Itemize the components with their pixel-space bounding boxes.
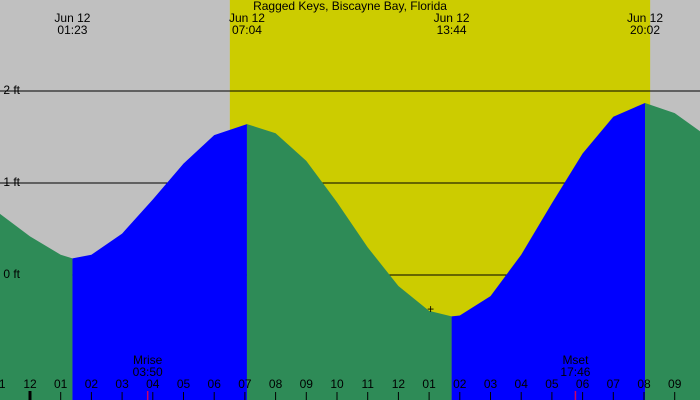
x-tick-label: 09 — [668, 377, 682, 391]
x-tick-label: 11 — [0, 377, 6, 391]
current-marker: + — [427, 302, 434, 316]
x-tick-label: 08 — [637, 377, 651, 391]
y-tick-label: 0 ft — [3, 267, 20, 281]
moon-label: Mset — [562, 353, 589, 367]
extreme-time: 01:23 — [57, 23, 87, 37]
y-tick-label: 1 ft — [3, 175, 20, 189]
x-tick-label: 11 — [361, 377, 374, 391]
extreme-time: 07:04 — [232, 23, 262, 37]
x-tick-label: 06 — [576, 377, 590, 391]
x-tick-label: 12 — [392, 377, 406, 391]
x-tick-label: 07 — [607, 377, 621, 391]
falling-tide-area — [246, 124, 452, 400]
extreme-time: 20:02 — [630, 23, 660, 37]
extreme-date: Jun 12 — [434, 11, 470, 25]
extreme-date: Jun 12 — [229, 11, 265, 25]
falling-tide-area — [0, 213, 73, 400]
x-tick-label: 09 — [300, 377, 314, 391]
x-tick-label: 03 — [484, 377, 498, 391]
x-tick-label: 01 — [422, 377, 436, 391]
x-tick-label: 02 — [453, 377, 467, 391]
extreme-time: 13:44 — [437, 23, 467, 37]
x-tick-label: 07 — [238, 377, 252, 391]
x-tick-label: 05 — [545, 377, 559, 391]
x-tick-label: 01 — [54, 377, 68, 391]
x-tick-label: 04 — [146, 377, 160, 391]
extreme-date: Jun 12 — [627, 11, 663, 25]
x-tick-label: 06 — [208, 377, 222, 391]
moon-label: Mrise — [133, 353, 163, 367]
falling-tide-area — [645, 102, 700, 400]
rising-tide-area — [72, 124, 247, 400]
x-tick-label: 08 — [269, 377, 283, 391]
x-tick-label: 03 — [115, 377, 129, 391]
rising-tide-area — [451, 102, 646, 400]
y-tick-label: 2 ft — [3, 83, 20, 97]
x-tick-label: 10 — [330, 377, 344, 391]
x-tick-label: 05 — [177, 377, 191, 391]
extreme-date: Jun 12 — [54, 11, 90, 25]
x-tick-label: 04 — [515, 377, 529, 391]
moon-time: 03:50 — [133, 365, 163, 379]
chart-title: Ragged Keys, Biscayne Bay, Florida — [253, 0, 447, 13]
x-tick-label: 12 — [23, 377, 37, 391]
moon-time: 17:46 — [560, 365, 590, 379]
x-tick-label: 02 — [85, 377, 99, 391]
